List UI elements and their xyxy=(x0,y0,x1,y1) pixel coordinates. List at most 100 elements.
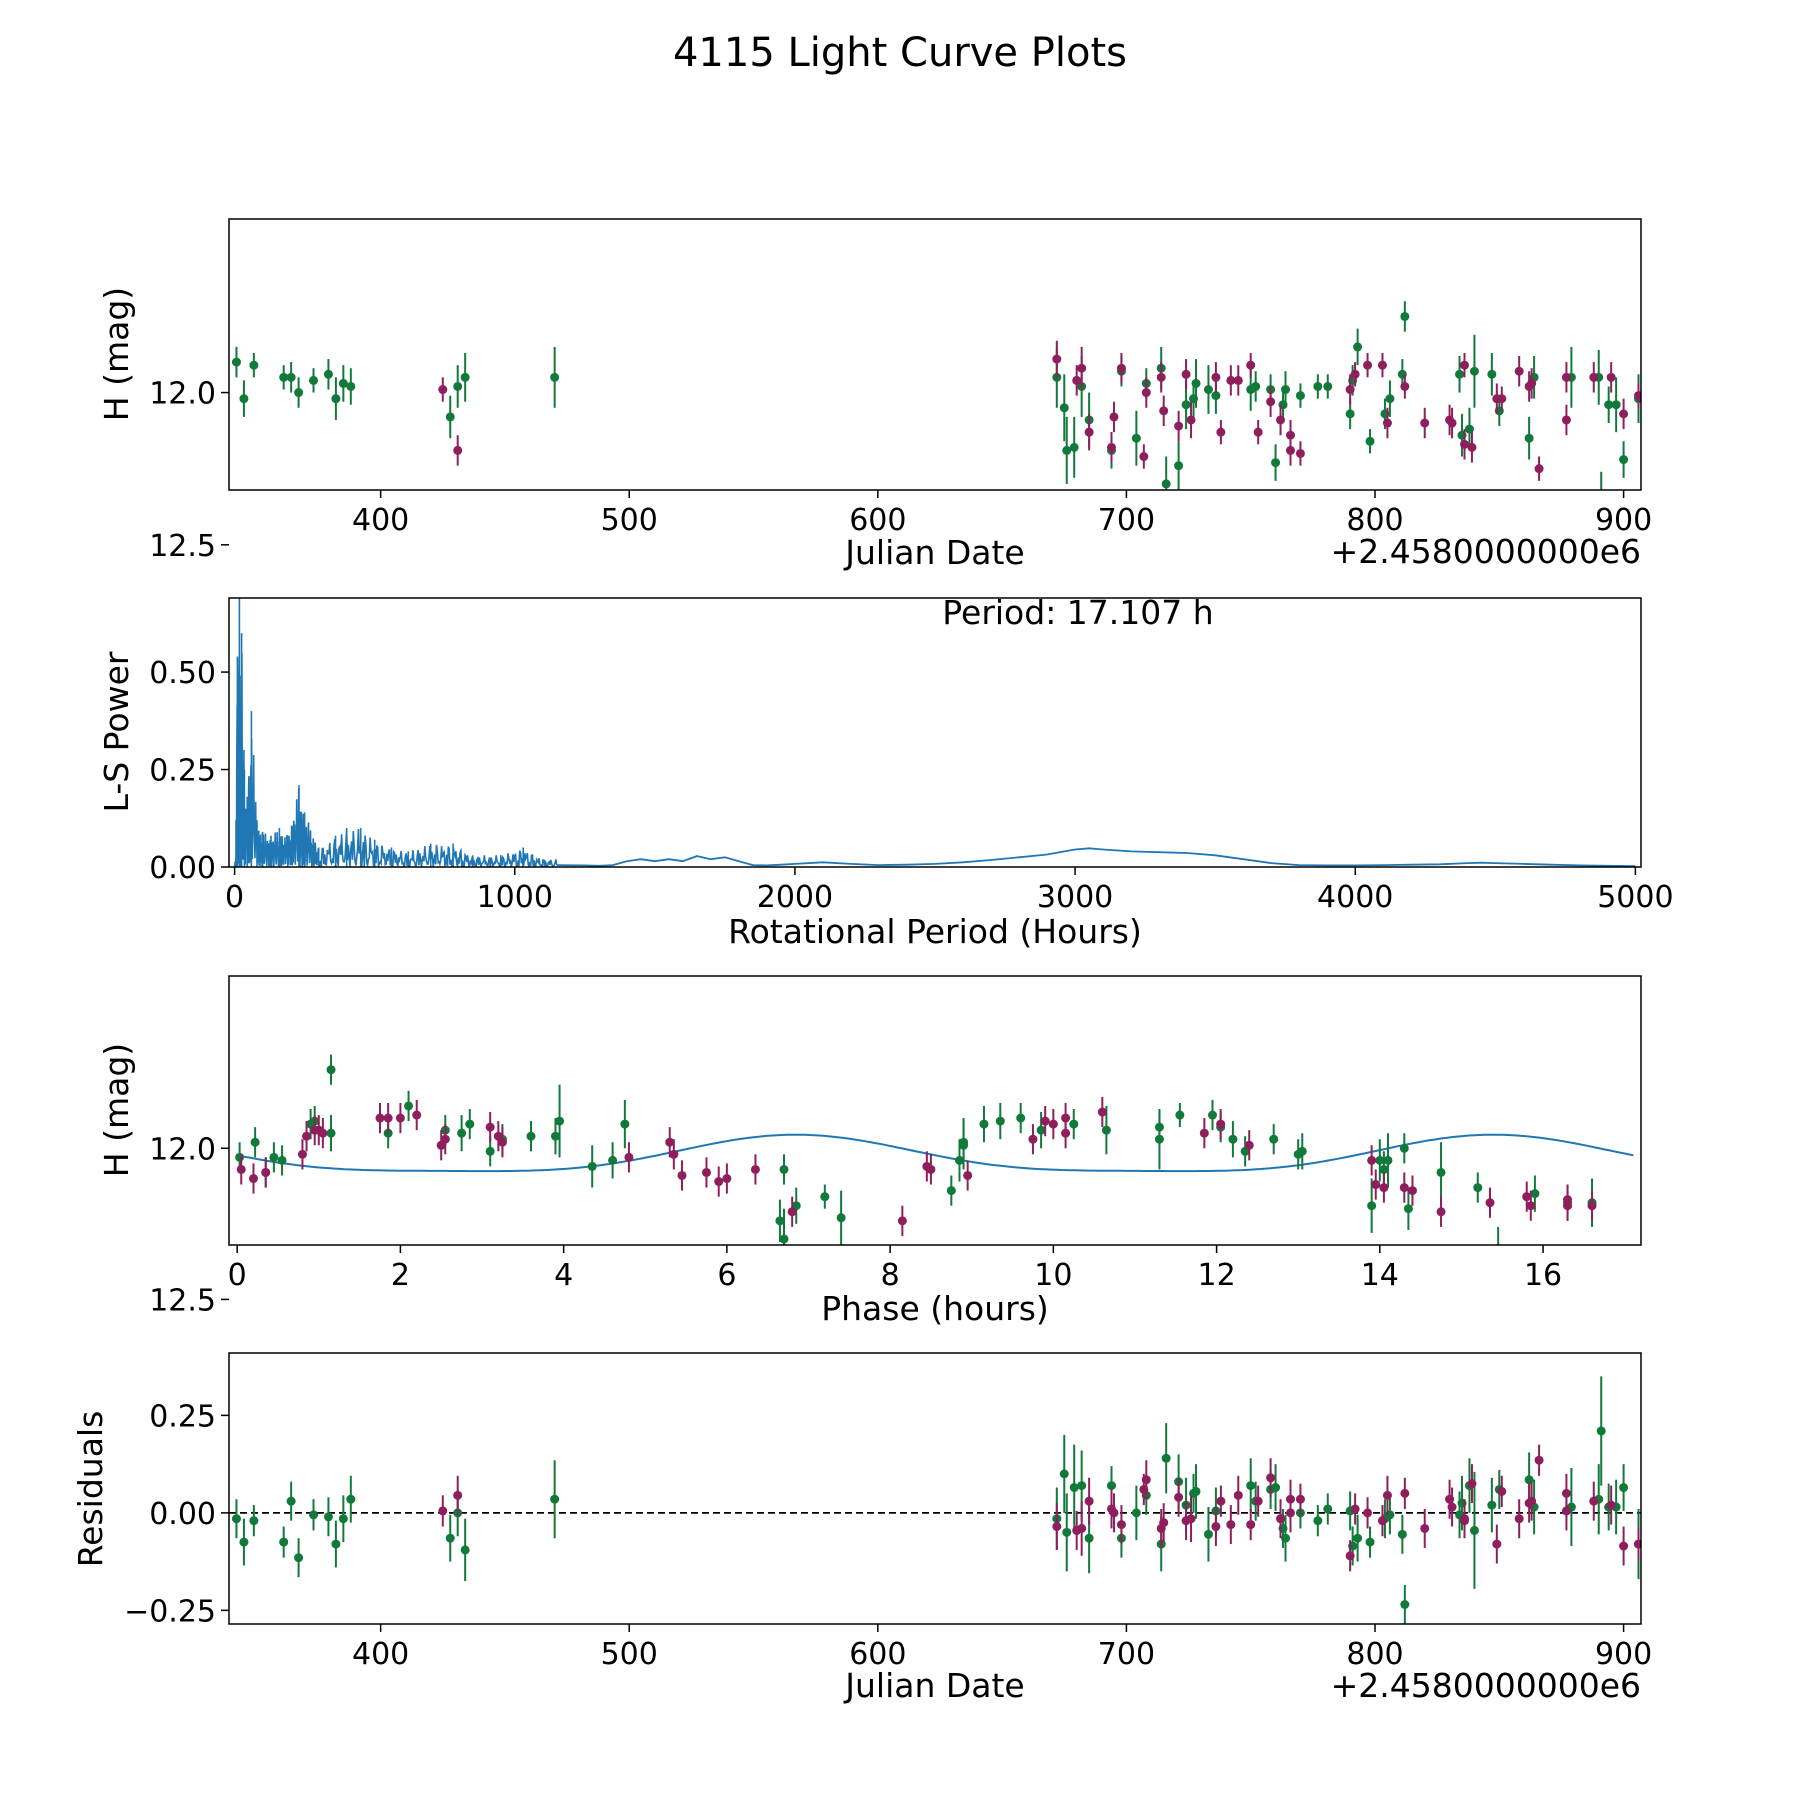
data-point xyxy=(550,1494,560,1504)
light-curve-ytick-label: 12.5 xyxy=(149,529,216,564)
light-curve-marks xyxy=(231,301,1641,490)
data-point xyxy=(1244,1140,1254,1150)
data-point xyxy=(1469,366,1479,376)
phase-folded-axes-frame xyxy=(228,975,1642,1246)
light-curve-xtick-label: 700 xyxy=(1098,503,1155,538)
data-point xyxy=(297,1149,307,1159)
data-point xyxy=(286,372,296,382)
data-point xyxy=(1072,375,1082,385)
data-point xyxy=(1052,1522,1062,1532)
data-point xyxy=(714,1177,724,1187)
data-point xyxy=(1191,1486,1201,1496)
data-point xyxy=(323,369,333,379)
data-point xyxy=(279,372,289,382)
phase-folded-ytick-label: 12.0 xyxy=(149,1132,216,1167)
data-point xyxy=(1246,1520,1256,1530)
data-point xyxy=(338,378,348,388)
light-curve-ticks: 400 500 600 700 800 900 12.5 12.0 xyxy=(149,377,1652,564)
data-point xyxy=(1606,1500,1616,1510)
light-curve-axes-frame xyxy=(228,218,1642,491)
data-point xyxy=(1492,1539,1502,1549)
data-point xyxy=(383,1113,393,1123)
data-point xyxy=(1276,415,1286,425)
data-point xyxy=(1141,388,1151,398)
light-curve-xtick-label: 800 xyxy=(1346,503,1403,538)
data-point xyxy=(1377,360,1387,370)
data-point xyxy=(1246,1481,1256,1491)
data-point xyxy=(1460,360,1469,370)
data-point xyxy=(1469,1525,1479,1535)
data-point xyxy=(1467,1479,1477,1489)
data-point xyxy=(438,385,448,395)
data-point xyxy=(231,1514,241,1524)
phase-folded-xtick-label: 6 xyxy=(717,1258,736,1293)
data-point xyxy=(1436,1167,1446,1177)
data-point xyxy=(1382,1490,1392,1500)
data-point xyxy=(1345,1551,1355,1561)
data-point xyxy=(897,1216,907,1226)
data-point xyxy=(1028,1134,1038,1144)
data-point xyxy=(1596,1426,1606,1436)
data-point xyxy=(1161,479,1171,489)
data-point xyxy=(235,1152,245,1162)
data-point xyxy=(1107,1481,1116,1491)
data-point xyxy=(1400,1488,1410,1498)
data-point xyxy=(1367,1155,1377,1165)
data-point xyxy=(1266,397,1276,407)
data-point xyxy=(677,1170,687,1180)
data-point xyxy=(279,1537,289,1547)
data-point xyxy=(1116,1520,1126,1530)
data-point xyxy=(1211,391,1221,401)
data-point xyxy=(926,1164,936,1174)
data-point xyxy=(1323,381,1333,391)
data-point xyxy=(1350,369,1360,379)
data-point xyxy=(722,1174,732,1184)
data-point xyxy=(1400,311,1410,321)
data-point xyxy=(338,1514,348,1524)
data-point xyxy=(1131,433,1141,443)
data-point xyxy=(1233,375,1243,385)
data-point xyxy=(1208,1110,1218,1120)
data-point xyxy=(1233,1490,1243,1500)
data-point xyxy=(485,1122,495,1132)
light-curve-panel: 400 500 600 700 800 900 12.5 12.0 Julian Date H… xyxy=(97,218,1652,572)
residuals-xlabel: Julian Date xyxy=(843,1666,1025,1705)
data-point xyxy=(1069,442,1079,452)
data-point xyxy=(485,1146,495,1156)
data-point xyxy=(1069,1483,1079,1493)
data-point xyxy=(787,1207,797,1217)
data-point xyxy=(1084,427,1094,437)
data-point xyxy=(1399,1183,1409,1193)
data-point xyxy=(1226,1520,1236,1530)
light-curve-xtick-label: 600 xyxy=(849,503,906,538)
data-point xyxy=(979,1119,989,1129)
data-point xyxy=(1016,1113,1026,1123)
periodogram-marks xyxy=(233,598,1636,867)
data-point xyxy=(1363,1508,1373,1518)
data-point xyxy=(395,1113,405,1123)
data-point xyxy=(1216,1119,1226,1129)
data-point xyxy=(1522,1192,1532,1202)
data-point xyxy=(497,1137,507,1147)
data-point xyxy=(1634,391,1641,401)
data-point xyxy=(1487,1500,1497,1510)
periodogram-xtick-label: 4000 xyxy=(1317,880,1393,915)
data-point xyxy=(1345,385,1355,395)
data-point xyxy=(1211,372,1221,382)
residuals-xtick-label: 700 xyxy=(1098,1637,1155,1672)
residuals-ticks: 400 500 600 700 800 900 0.25 0.00 −0.25 xyxy=(124,1399,1652,1672)
data-point xyxy=(1534,1455,1544,1465)
data-point xyxy=(1561,415,1571,425)
phase-folded-xtick-label: 10 xyxy=(1034,1258,1072,1293)
data-point xyxy=(665,1137,675,1147)
data-point xyxy=(1174,1492,1184,1502)
residuals-ylabel: Residuals xyxy=(71,1411,110,1568)
data-point xyxy=(309,375,319,385)
residuals-ytick-label: 0.25 xyxy=(149,1399,216,1434)
data-point xyxy=(1154,1122,1164,1132)
data-point xyxy=(1097,1107,1107,1117)
phase-folded-xtick-label: 12 xyxy=(1197,1258,1235,1293)
data-point xyxy=(1285,1508,1295,1518)
